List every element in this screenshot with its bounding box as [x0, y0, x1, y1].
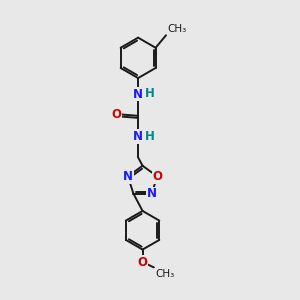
Text: O: O	[112, 108, 122, 121]
Text: N: N	[133, 88, 143, 100]
Text: O: O	[138, 256, 148, 268]
Text: H: H	[145, 130, 155, 142]
Text: CH₃: CH₃	[155, 268, 174, 279]
Text: N: N	[147, 187, 157, 200]
Text: N: N	[123, 170, 133, 183]
Text: O: O	[152, 170, 162, 183]
Text: H: H	[145, 87, 155, 100]
Text: CH₃: CH₃	[167, 24, 186, 34]
Text: N: N	[133, 130, 143, 143]
